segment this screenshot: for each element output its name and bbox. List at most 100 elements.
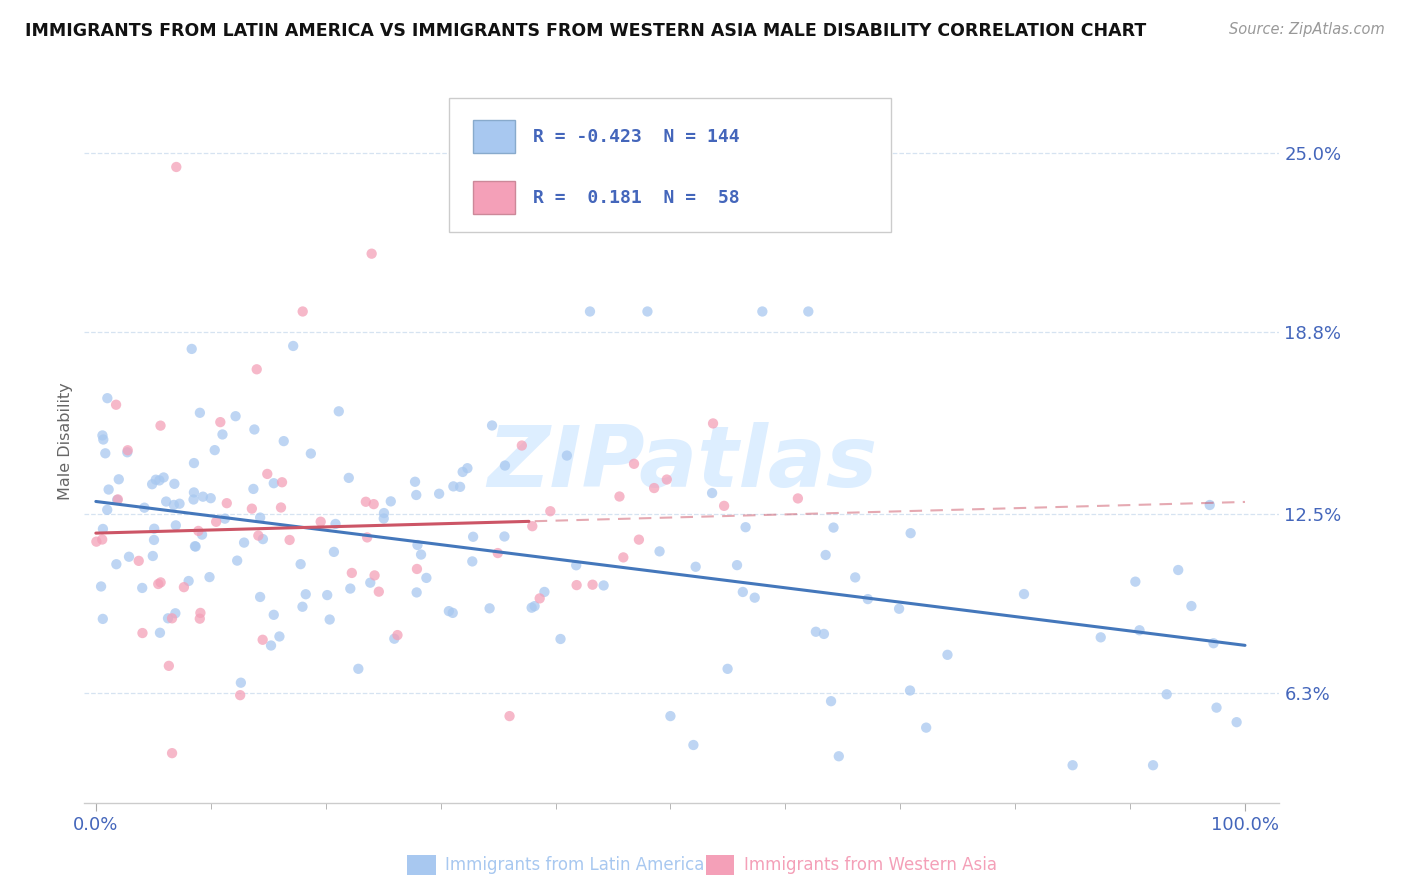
Point xyxy=(823,520,845,534)
FancyBboxPatch shape xyxy=(449,98,891,232)
Point xyxy=(270,500,292,515)
Point xyxy=(165,160,187,174)
Point xyxy=(299,446,322,460)
Text: R =  0.181  N =  58: R = 0.181 N = 58 xyxy=(533,189,740,207)
Point xyxy=(143,533,166,547)
Point xyxy=(86,534,108,549)
Point xyxy=(157,658,180,673)
Point xyxy=(160,611,183,625)
Point xyxy=(494,458,516,473)
Point xyxy=(105,558,128,572)
Point xyxy=(260,639,283,653)
Text: Immigrants from Western Asia: Immigrants from Western Asia xyxy=(744,856,997,874)
Point xyxy=(229,675,252,690)
Point xyxy=(91,533,114,547)
Point xyxy=(243,422,266,436)
Point xyxy=(363,497,385,511)
Point xyxy=(226,553,249,567)
Point xyxy=(148,577,170,591)
Point xyxy=(149,575,172,590)
Point xyxy=(269,630,291,644)
Point xyxy=(229,688,252,702)
Point xyxy=(363,568,385,582)
Point xyxy=(188,612,211,626)
Text: ZIPatlas: ZIPatlas xyxy=(486,422,877,505)
Point xyxy=(609,490,631,504)
Point xyxy=(565,558,588,573)
Point xyxy=(149,418,172,433)
Point xyxy=(169,497,191,511)
Point xyxy=(456,461,478,475)
Point xyxy=(579,304,602,318)
Point xyxy=(636,304,658,318)
Point xyxy=(117,443,139,458)
Point xyxy=(731,585,754,599)
Point xyxy=(529,591,551,606)
Point xyxy=(309,515,332,529)
Point xyxy=(844,570,866,584)
Point xyxy=(225,409,247,424)
Point xyxy=(382,632,405,646)
Point xyxy=(211,427,233,442)
Point xyxy=(404,475,426,489)
Point xyxy=(716,662,738,676)
Point xyxy=(96,391,118,405)
Point xyxy=(451,465,474,479)
Point xyxy=(163,498,186,512)
Point xyxy=(249,510,271,524)
Point xyxy=(91,433,114,447)
Point xyxy=(165,607,187,621)
Point xyxy=(191,490,214,504)
Point xyxy=(814,548,837,562)
Point xyxy=(165,518,187,533)
Point xyxy=(271,475,294,490)
Point xyxy=(565,578,588,592)
Point xyxy=(367,584,389,599)
Point xyxy=(347,662,370,676)
Point xyxy=(409,548,432,562)
Point xyxy=(441,479,464,493)
Text: R = -0.423  N = 144: R = -0.423 N = 144 xyxy=(533,128,740,145)
Point xyxy=(273,434,295,449)
Point xyxy=(242,482,264,496)
Point xyxy=(184,539,207,553)
Point xyxy=(713,499,735,513)
Point xyxy=(360,246,382,260)
Point xyxy=(659,709,682,723)
Point xyxy=(405,585,427,599)
Point xyxy=(356,530,378,544)
Point xyxy=(405,488,427,502)
Point xyxy=(387,628,409,642)
Point xyxy=(91,428,114,442)
Text: IMMIGRANTS FROM LATIN AMERICA VS IMMIGRANTS FROM WESTERN ASIA MALE DISABILITY CO: IMMIGRANTS FROM LATIN AMERICA VS IMMIGRA… xyxy=(25,22,1146,40)
Point xyxy=(900,526,922,541)
Point xyxy=(205,515,228,529)
Point xyxy=(797,304,820,318)
Point xyxy=(373,511,395,525)
Point xyxy=(96,503,118,517)
Point xyxy=(318,613,340,627)
Bar xyxy=(408,855,436,875)
Point xyxy=(915,721,938,735)
Point xyxy=(1167,563,1189,577)
Point xyxy=(340,566,363,580)
Point xyxy=(520,600,543,615)
Point xyxy=(263,607,285,622)
Point xyxy=(91,612,114,626)
Point xyxy=(325,516,347,531)
Point xyxy=(134,500,156,515)
Point xyxy=(263,476,285,491)
Point xyxy=(188,406,211,420)
Point xyxy=(107,492,129,507)
Point xyxy=(184,540,207,554)
Point xyxy=(183,456,205,470)
Y-axis label: Male Disability: Male Disability xyxy=(58,383,73,500)
Point xyxy=(131,626,153,640)
Point xyxy=(359,575,381,590)
Bar xyxy=(472,120,515,153)
Point xyxy=(294,587,316,601)
Point xyxy=(240,501,263,516)
Point xyxy=(751,304,773,318)
Point xyxy=(510,438,533,452)
Point xyxy=(200,491,222,505)
